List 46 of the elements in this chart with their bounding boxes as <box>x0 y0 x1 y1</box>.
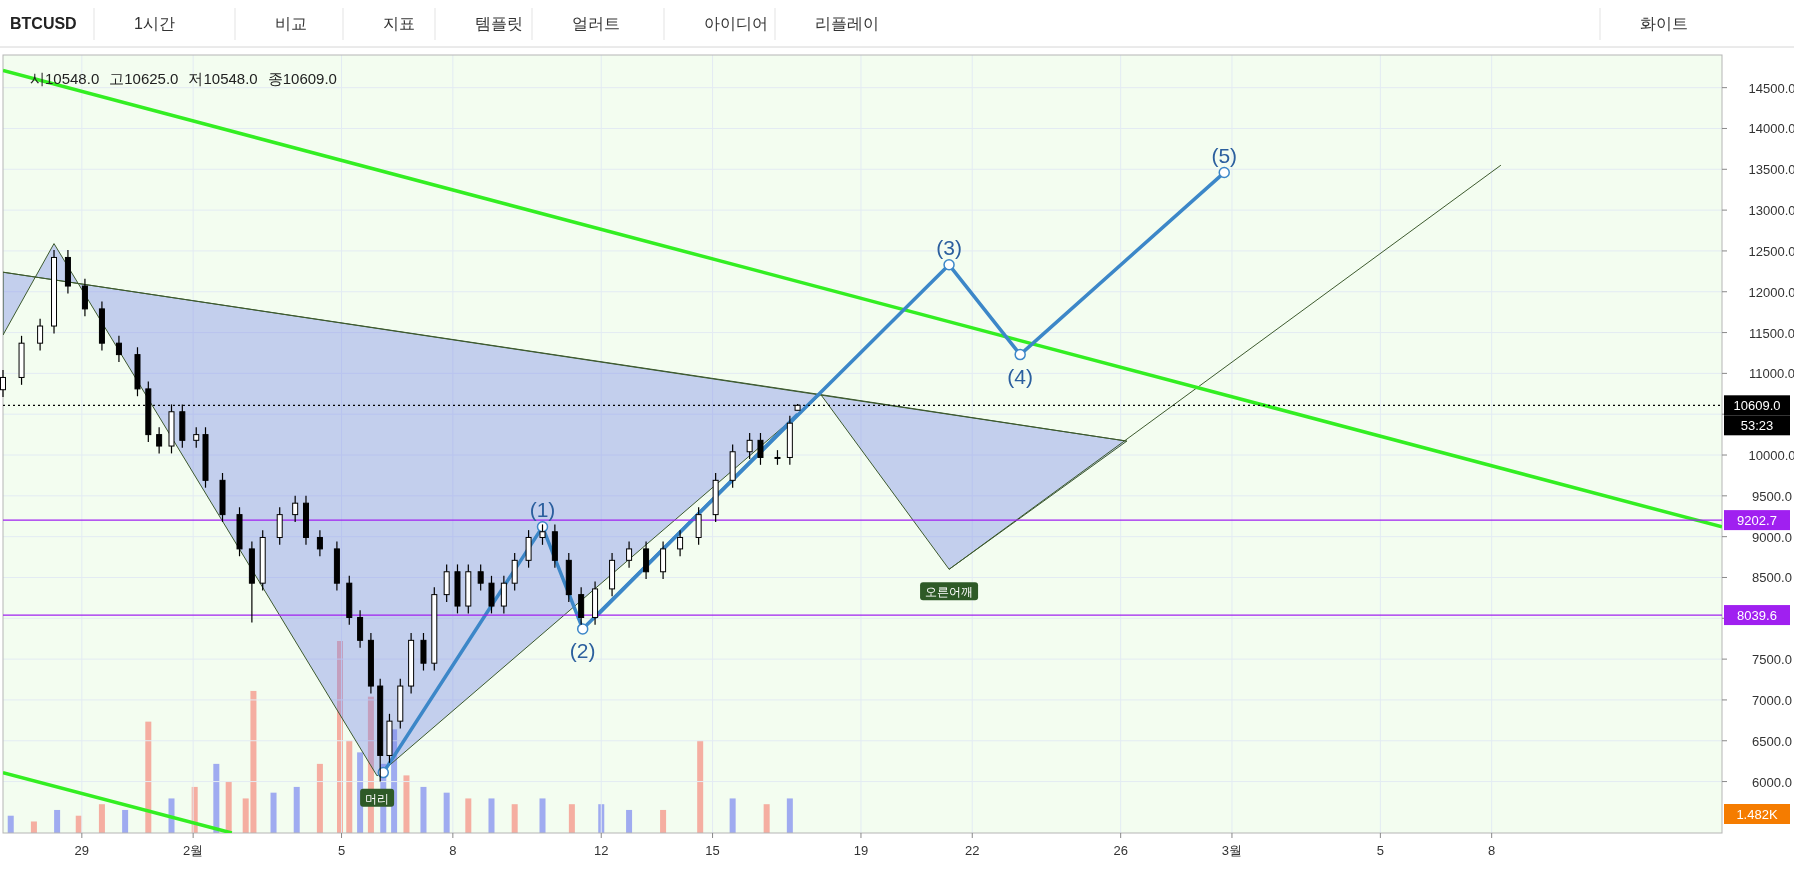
annotation: 고10625.0 <box>109 70 179 87</box>
y-tick-label: 8500.0 <box>1752 570 1792 586</box>
annotation: 머리 <box>365 791 390 806</box>
annotation: (4) <box>1007 364 1034 388</box>
x-tick-label: 3월 <box>1221 843 1243 858</box>
annotation: 오른어깨 <box>925 585 974 600</box>
text: 리플레이 <box>815 15 879 32</box>
ref-line-label: 10609.0 <box>1733 398 1781 414</box>
y-tick-label: 6000.0 <box>1752 774 1792 790</box>
y-tick-label: 7500.0 <box>1752 652 1792 668</box>
annotation: 저10548.0 <box>188 70 258 87</box>
y-tick-label: 6500.0 <box>1752 733 1792 749</box>
text: 1.482K <box>1736 807 1778 822</box>
annotation: 시10548.0 <box>30 70 100 87</box>
text: 화이트 <box>1640 15 1688 32</box>
ref-line-label: 8039.6 <box>1737 608 1777 624</box>
annotation: (3) <box>936 235 962 259</box>
y-tick-label: 9000.0 <box>1752 529 1792 545</box>
y-tick-label: 7000.0 <box>1752 692 1792 708</box>
y-tick-label: 9500.0 <box>1752 488 1792 504</box>
x-tick-label: 15 <box>705 843 720 858</box>
x-tick-label: 19 <box>853 843 869 858</box>
ref-line-label: 9202.7 <box>1737 513 1777 529</box>
x-tick-label: 22 <box>965 843 980 858</box>
x-tick-label: 8 <box>1488 843 1496 858</box>
x-tick-label: 5 <box>337 843 346 858</box>
x-tick-label: 26 <box>1113 843 1128 858</box>
text: 비교 <box>275 15 307 32</box>
text: 템플릿 <box>475 15 523 32</box>
x-tick-label: 29 <box>74 843 90 858</box>
x-tick-label: 2월 <box>183 843 204 858</box>
x-tick-label: 5 <box>1376 843 1384 858</box>
y-tick-label: 11000.0 <box>1748 366 1794 382</box>
annotation: (2) <box>569 638 596 662</box>
annotation: 종10609.0 <box>267 70 337 87</box>
text: 1시간 <box>134 15 175 32</box>
x-tick-label: 8 <box>449 843 457 858</box>
y-tick-label: 11500.0 <box>1748 325 1794 341</box>
text: 지표 <box>383 15 415 32</box>
annotation: (5) <box>1211 143 1238 167</box>
annotation: (1) <box>529 497 556 521</box>
x-tick-label: 12 <box>594 843 609 858</box>
text: 53:23 <box>1740 418 1774 434</box>
chart-title: BTCUSD <box>10 15 77 32</box>
text: 얼러트 <box>572 15 620 32</box>
text: 아이디어 <box>704 15 768 32</box>
